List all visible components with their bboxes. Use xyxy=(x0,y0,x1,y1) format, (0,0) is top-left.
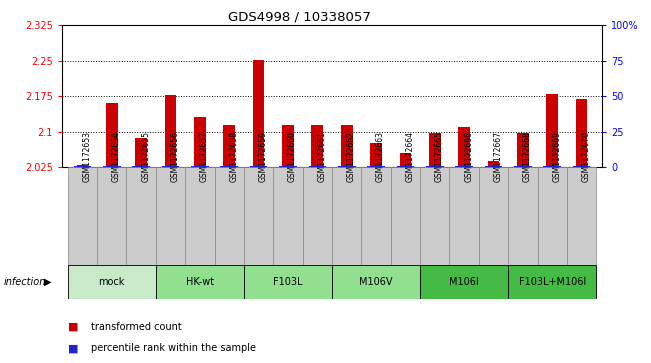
Bar xyxy=(361,167,391,265)
Bar xyxy=(103,166,120,167)
Bar xyxy=(429,133,441,167)
Bar xyxy=(514,166,532,167)
Text: M106I: M106I xyxy=(449,277,479,287)
Bar xyxy=(485,166,503,167)
Bar xyxy=(544,166,561,167)
Bar xyxy=(517,133,529,167)
Bar xyxy=(567,167,596,265)
Bar xyxy=(311,125,323,167)
Bar xyxy=(309,166,326,167)
Text: GSM1172653: GSM1172653 xyxy=(83,131,91,182)
Bar xyxy=(458,127,470,167)
Text: GSM1172666: GSM1172666 xyxy=(464,131,473,182)
Text: GDS4998 / 10338057: GDS4998 / 10338057 xyxy=(228,11,371,24)
Bar xyxy=(244,167,273,265)
Bar xyxy=(391,167,420,265)
Text: GSM1172664: GSM1172664 xyxy=(406,131,415,182)
Bar xyxy=(449,167,479,265)
Bar xyxy=(508,265,596,299)
Bar xyxy=(573,166,590,167)
Text: HK-wt: HK-wt xyxy=(186,277,214,287)
Bar xyxy=(74,166,91,167)
Bar xyxy=(215,167,244,265)
Bar xyxy=(77,165,89,167)
Bar xyxy=(538,167,567,265)
Bar xyxy=(332,265,420,299)
Bar xyxy=(68,265,156,299)
Text: GSM1172668: GSM1172668 xyxy=(523,131,532,182)
Text: GSM1172669: GSM1172669 xyxy=(552,131,561,182)
Text: GSM1172661: GSM1172661 xyxy=(317,131,326,182)
Bar xyxy=(420,265,508,299)
Bar xyxy=(396,166,414,167)
Bar xyxy=(341,125,353,167)
Text: GSM1172662: GSM1172662 xyxy=(347,131,355,182)
Text: ■: ■ xyxy=(68,322,79,332)
Bar xyxy=(223,125,235,167)
Text: GSM1172657: GSM1172657 xyxy=(200,131,209,182)
Bar xyxy=(332,167,361,265)
Text: GSM1172654: GSM1172654 xyxy=(112,131,121,182)
Text: F103L+M106I: F103L+M106I xyxy=(519,277,586,287)
Bar xyxy=(68,167,97,265)
Bar xyxy=(106,103,118,167)
Bar xyxy=(253,60,264,167)
Text: percentile rank within the sample: percentile rank within the sample xyxy=(91,343,256,354)
Text: GSM1172656: GSM1172656 xyxy=(171,131,180,182)
Text: M106V: M106V xyxy=(359,277,393,287)
Text: GSM1172670: GSM1172670 xyxy=(581,131,590,182)
Bar xyxy=(370,143,382,167)
Bar xyxy=(479,167,508,265)
Bar xyxy=(191,166,209,167)
Bar xyxy=(400,153,411,167)
Text: ■: ■ xyxy=(68,343,79,354)
Text: GSM1172655: GSM1172655 xyxy=(141,131,150,182)
Bar xyxy=(488,161,499,167)
Text: GSM1172660: GSM1172660 xyxy=(288,131,297,182)
Bar xyxy=(455,166,473,167)
Bar xyxy=(156,167,185,265)
Bar xyxy=(575,99,587,167)
Text: GSM1172665: GSM1172665 xyxy=(435,131,444,182)
Bar xyxy=(97,167,126,265)
Bar xyxy=(156,265,244,299)
Bar xyxy=(273,167,303,265)
Bar xyxy=(135,138,147,167)
Text: ▶: ▶ xyxy=(44,277,52,287)
Bar xyxy=(126,167,156,265)
Text: GSM1172658: GSM1172658 xyxy=(229,131,238,182)
Bar xyxy=(221,166,238,167)
Bar xyxy=(132,166,150,167)
Bar xyxy=(161,166,179,167)
Text: GSM1172663: GSM1172663 xyxy=(376,131,385,182)
Text: transformed count: transformed count xyxy=(91,322,182,332)
Text: GSM1172659: GSM1172659 xyxy=(258,131,268,182)
Text: F103L: F103L xyxy=(273,277,303,287)
Bar xyxy=(420,167,449,265)
Text: infection: infection xyxy=(3,277,46,287)
Bar xyxy=(282,125,294,167)
Bar xyxy=(165,95,176,167)
Bar xyxy=(244,265,332,299)
Bar xyxy=(194,118,206,167)
Text: mock: mock xyxy=(98,277,125,287)
Bar xyxy=(250,166,268,167)
Bar xyxy=(367,166,385,167)
Bar xyxy=(279,166,297,167)
Bar xyxy=(546,94,558,167)
Bar xyxy=(338,166,355,167)
Bar xyxy=(185,167,215,265)
Text: GSM1172667: GSM1172667 xyxy=(493,131,503,182)
Bar xyxy=(426,166,443,167)
Bar xyxy=(303,167,332,265)
Bar xyxy=(508,167,538,265)
